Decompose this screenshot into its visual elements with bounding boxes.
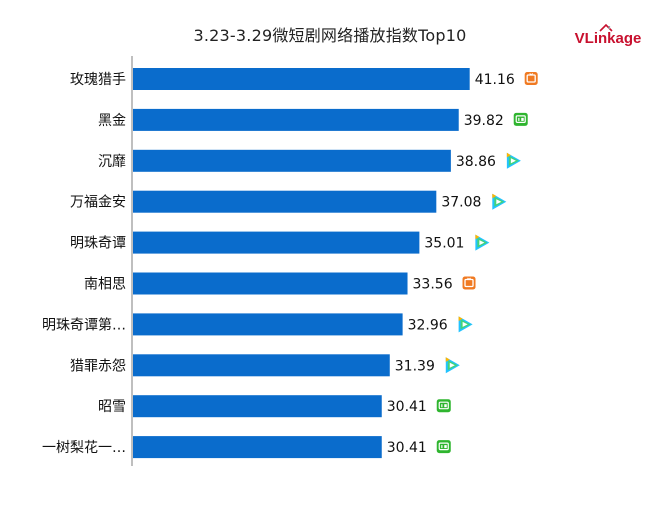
value-label: 35.01	[424, 236, 464, 252]
bar	[133, 231, 420, 254]
category-label: 昭雪	[98, 399, 126, 415]
value-label: 39.82	[464, 113, 504, 129]
bar	[133, 190, 437, 213]
chart-title: 3.23-3.29微短剧网络播放指数Top10	[193, 26, 467, 45]
category-label: 明珠奇谭	[70, 235, 126, 252]
value-label: 37.08	[441, 195, 481, 211]
category-label: 沉靡	[98, 153, 126, 170]
tencent-video-icon	[458, 316, 473, 333]
vlinkage-logo-text: VLinkage	[575, 30, 642, 47]
tencent-video-icon	[506, 152, 521, 169]
mango-icon	[524, 72, 538, 85]
category-label: 黑金	[98, 113, 126, 129]
value-label: 38.86	[456, 154, 496, 170]
tencent-video-icon	[475, 234, 490, 251]
value-label: 30.41	[387, 440, 427, 456]
category-label: 万福金安	[70, 195, 126, 211]
tencent-video-icon	[445, 357, 460, 374]
value-label: 31.39	[395, 358, 435, 374]
iqiyi-icon	[436, 440, 451, 454]
bar	[133, 108, 459, 131]
mango-icon	[462, 276, 476, 290]
bar	[133, 395, 382, 418]
tencent-video-icon	[492, 193, 507, 210]
bar	[133, 354, 390, 377]
bar	[133, 436, 382, 459]
category-label: 南相思	[84, 277, 126, 293]
iqiyi-icon	[513, 112, 528, 126]
bar	[133, 313, 403, 336]
value-label: 32.96	[408, 317, 448, 333]
category-label: 玫瑰猎手	[70, 72, 126, 88]
iqiyi-icon	[436, 399, 451, 413]
category-label: 一树梨花一…	[42, 440, 126, 456]
bar	[133, 149, 451, 172]
category-label: 明珠奇谭第…	[42, 316, 126, 333]
bar	[133, 68, 470, 90]
category-label: 猎罪赤怨	[70, 358, 126, 374]
bar	[133, 272, 408, 295]
value-label: 33.56	[413, 277, 453, 293]
vlinkage-logo: VLinkage	[575, 23, 642, 47]
value-label: 30.41	[387, 399, 427, 415]
value-label: 41.16	[475, 72, 515, 88]
